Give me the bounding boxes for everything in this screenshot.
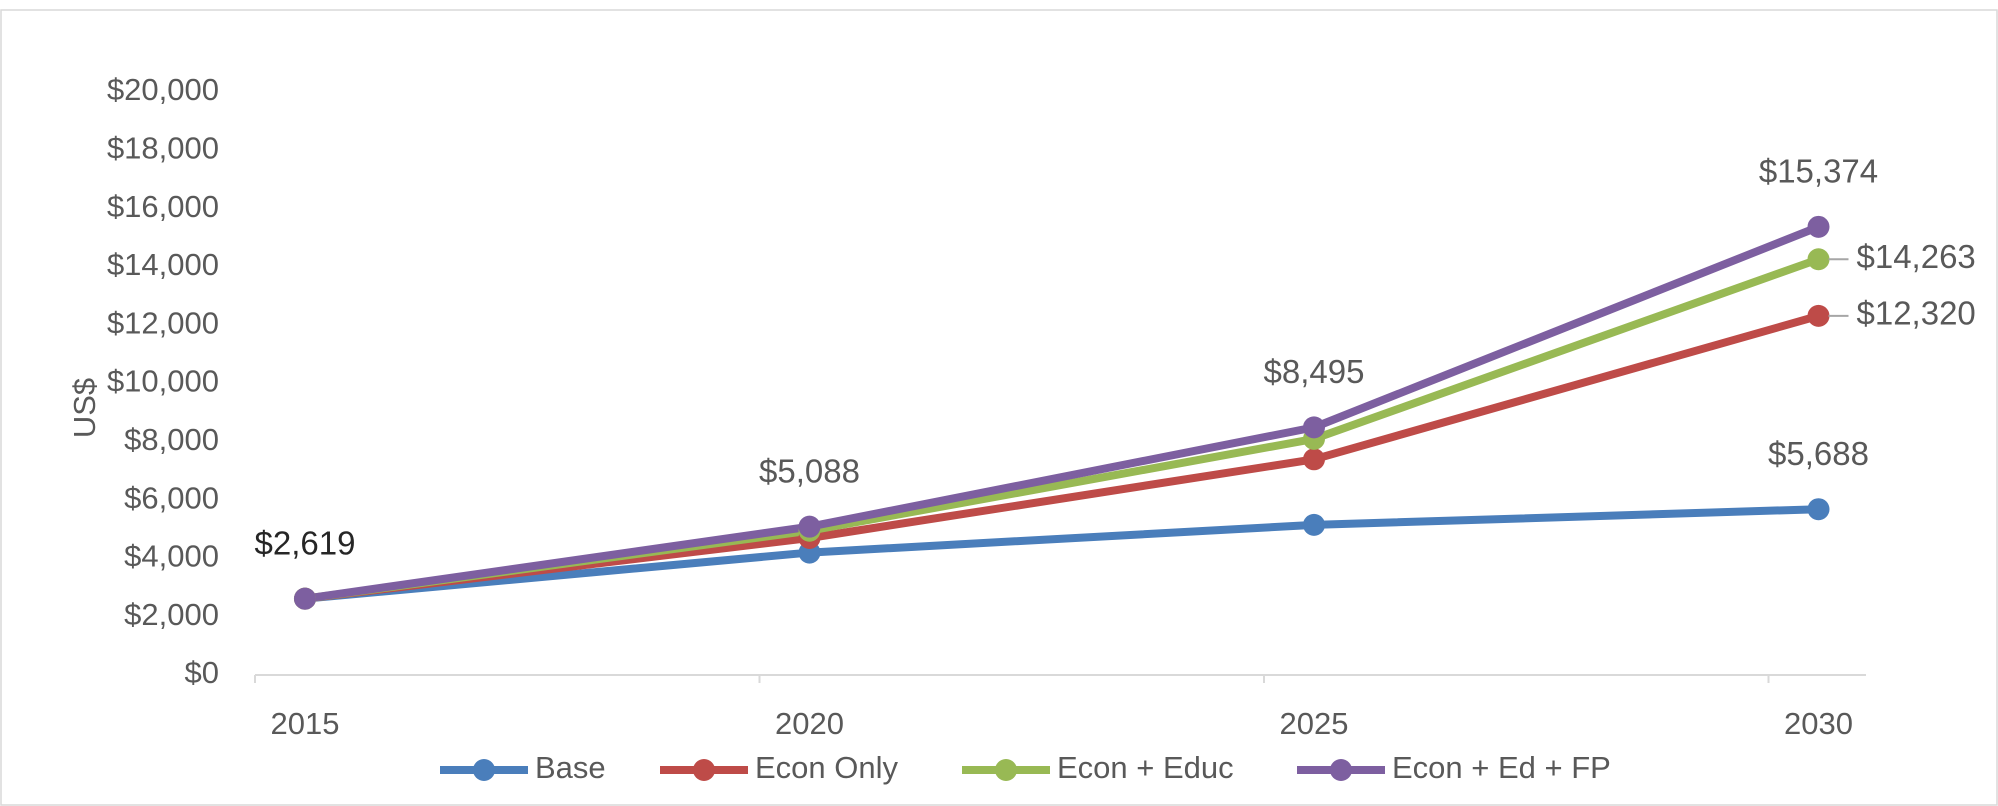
data-label: $8,495 (1264, 353, 1365, 390)
y-tick-label: $20,000 (107, 72, 219, 107)
y-tick-label: $6,000 (124, 480, 219, 515)
y-tick-label: $4,000 (124, 539, 219, 574)
x-tick-label: 2025 (1280, 706, 1349, 741)
data-point (1303, 513, 1325, 536)
legend-marker (473, 759, 495, 781)
y-tick-label: $14,000 (107, 247, 219, 282)
data-label: $14,263 (1857, 238, 1976, 275)
y-tick-label: $10,000 (107, 364, 219, 399)
y-axis-label: US$ (67, 378, 102, 438)
data-point (1807, 215, 1830, 238)
y-tick-label: $2,000 (124, 597, 219, 632)
series-line (304, 505, 1819, 603)
data-point (1807, 304, 1830, 327)
data-point (1303, 416, 1325, 439)
x-tick-label: 2015 (271, 706, 340, 741)
data-label: $12,320 (1857, 295, 1976, 332)
legend-marker (1330, 759, 1352, 781)
legend-label: Econ Only (755, 750, 899, 785)
y-tick-label: $0 (185, 655, 219, 690)
legend-marker (693, 759, 715, 781)
legend-label: Base (535, 750, 606, 785)
data-label: $2,619 (255, 524, 356, 561)
legend-label: Econ + Educ (1057, 750, 1234, 785)
y-tick-label: $16,000 (107, 189, 219, 224)
chart-border (0, 9, 1998, 806)
x-tick-label: 2020 (775, 706, 844, 741)
x-tick-label: 2030 (1784, 706, 1853, 741)
y-tick-label: $18,000 (107, 130, 219, 165)
y-tick-label: $12,000 (107, 305, 219, 340)
data-label: $15,374 (1759, 153, 1878, 190)
legend-label: Econ + Ed + FP (1392, 750, 1611, 785)
data-point (798, 515, 821, 538)
series-line (304, 223, 1820, 603)
data-label: $5,088 (759, 452, 860, 489)
y-tick-label: $8,000 (124, 422, 219, 457)
data-point (1303, 448, 1325, 471)
data-point (1807, 498, 1830, 521)
data-point (294, 587, 316, 610)
data-point (1807, 248, 1830, 271)
legend-marker (995, 759, 1017, 781)
data-label: $5,688 (1768, 435, 1869, 472)
